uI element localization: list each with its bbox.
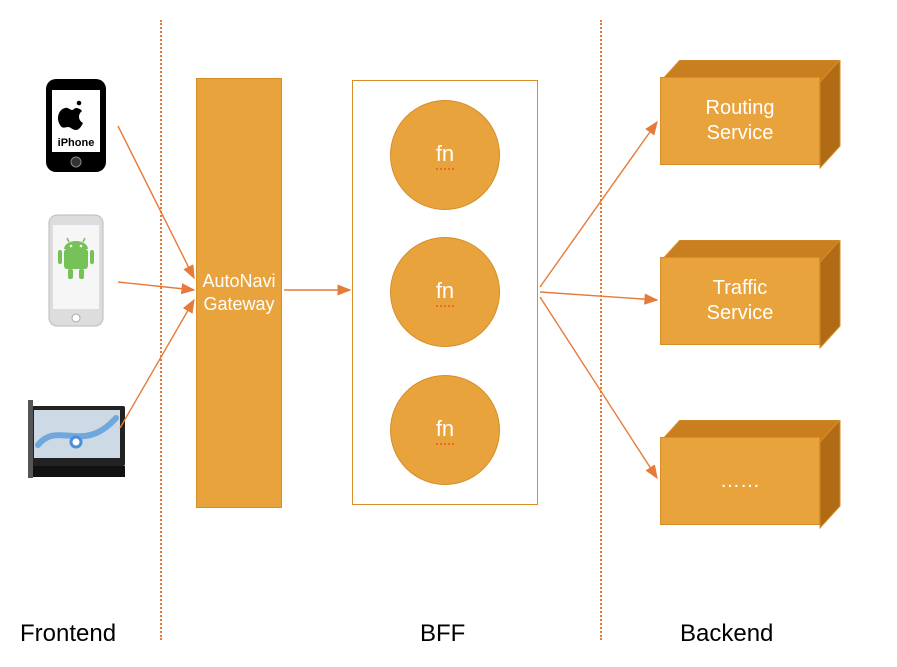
gateway-label: AutoNavi Gateway (202, 270, 275, 317)
device-car-nav (28, 395, 128, 485)
label-bff: BFF (420, 620, 465, 648)
service-routing-label: Routing Service (706, 96, 775, 146)
label-frontend: Frontend (20, 620, 116, 648)
service-routing: Routing Service (660, 60, 840, 165)
fn-circle-1: fn (390, 100, 500, 210)
device-android (36, 225, 116, 315)
device-iphone: iPhone (36, 80, 116, 170)
fn-circle-3: fn (390, 375, 500, 485)
divider-1 (160, 20, 162, 640)
service-more: …… (660, 420, 840, 525)
label-backend: Backend (680, 620, 773, 648)
service-more-label: …… (720, 469, 760, 494)
divider-2 (600, 20, 602, 640)
service-traffic-label: Traffic Service (707, 276, 774, 326)
iphone-text: iPhone (58, 137, 95, 149)
service-traffic: Traffic Service (660, 240, 840, 345)
fn-circle-2: fn (390, 237, 500, 347)
gateway-box: AutoNavi Gateway (196, 78, 282, 508)
